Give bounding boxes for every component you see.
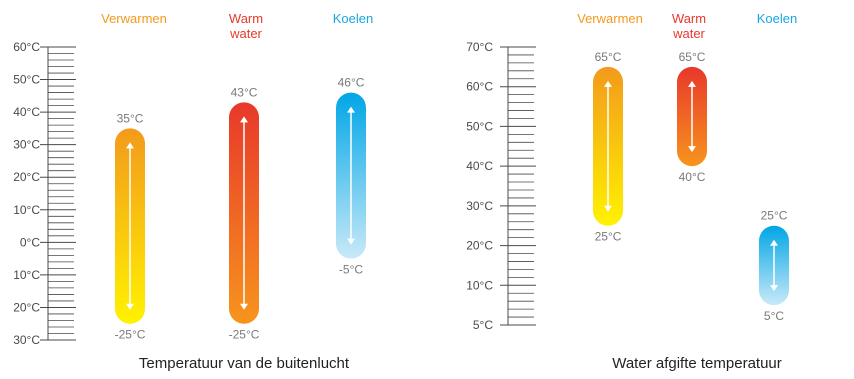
- series-name-verwarmen: Verwarmen: [577, 11, 643, 26]
- max-value-label: 35°C: [117, 111, 144, 125]
- y-tick-label: 20°C: [13, 170, 40, 184]
- range-arrow-head-up: [688, 80, 696, 87]
- y-tick-label: 60°C: [466, 80, 493, 94]
- max-value-label: 65°C: [595, 50, 622, 64]
- min-value-label: -25°C: [229, 328, 260, 342]
- max-value-label: 65°C: [679, 50, 706, 64]
- y-tick-label: 40°C: [13, 105, 40, 119]
- min-value-label: 25°C: [595, 230, 622, 244]
- min-value-label: -5°C: [339, 263, 363, 277]
- range-arrow-head-down: [126, 303, 134, 310]
- range-arrow-head-down: [347, 238, 355, 245]
- series-name-verwarmen: Verwarmen: [101, 11, 167, 26]
- max-value-label: 43°C: [231, 85, 258, 99]
- y-tick-label: 70°C: [466, 40, 493, 54]
- range-arrow-head-up: [770, 239, 778, 246]
- max-value-label: 25°C: [761, 209, 788, 223]
- series-name-warm_water: water: [672, 26, 705, 41]
- y-tick-label: 5°C: [473, 318, 493, 332]
- range-arrow-head-up: [347, 106, 355, 113]
- series-name-warm_water: Warm: [229, 11, 263, 26]
- y-tick-label: 30°C: [466, 199, 493, 213]
- y-tick-label: 30°C: [13, 138, 40, 152]
- y-tick-label: 40°C: [466, 159, 493, 173]
- min-value-label: -25°C: [115, 328, 146, 342]
- series-name-warm_water: Warm: [672, 11, 706, 26]
- y-tick-label: 10°C: [13, 203, 40, 217]
- range-arrow-head-down: [770, 285, 778, 292]
- y-tick-label: 10°C: [13, 268, 40, 282]
- range-arrow-head-down: [688, 146, 696, 153]
- y-tick-label: 0°C: [20, 235, 40, 249]
- y-tick-label: 60°C: [13, 40, 40, 54]
- y-tick-label: 20°C: [466, 239, 493, 253]
- range-arrow-head-up: [604, 80, 612, 87]
- range-arrow-head-up: [240, 116, 248, 123]
- min-value-label: 5°C: [764, 309, 784, 323]
- chart-title: Water afgifte temperatuur: [612, 355, 782, 372]
- y-tick-label: 20°C: [13, 300, 40, 314]
- series-name-warm_water: water: [229, 26, 262, 41]
- chart-title: Temperatuur van de buitenlucht: [139, 355, 350, 372]
- series-name-koelen: Koelen: [757, 11, 797, 26]
- y-tick-label: 50°C: [466, 119, 493, 133]
- range-arrow-head-down: [240, 303, 248, 310]
- y-tick-label: 30°C: [13, 333, 40, 347]
- range-arrow-head-up: [126, 142, 134, 149]
- min-value-label: 40°C: [679, 170, 706, 184]
- y-tick-label: 50°C: [13, 73, 40, 87]
- range-arrow-head-down: [604, 205, 612, 212]
- y-tick-label: 10°C: [466, 278, 493, 292]
- series-name-koelen: Koelen: [333, 11, 373, 26]
- max-value-label: 46°C: [338, 76, 365, 90]
